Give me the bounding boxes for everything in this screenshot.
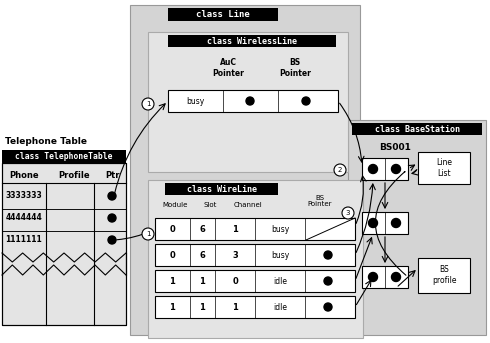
Circle shape (302, 97, 310, 105)
Text: class BaseStation: class BaseStation (374, 125, 460, 133)
Text: 1111111: 1111111 (5, 236, 42, 245)
Text: Phone: Phone (9, 170, 39, 179)
Text: 0: 0 (169, 250, 175, 260)
Circle shape (324, 251, 332, 259)
Bar (362, 266, 408, 288)
Text: 1: 1 (199, 276, 205, 285)
Text: AuC
Pointer: AuC Pointer (212, 58, 244, 78)
Circle shape (342, 207, 354, 219)
Text: Module: Module (162, 202, 188, 208)
Text: 4444444: 4444444 (5, 213, 42, 223)
Text: busy: busy (271, 225, 289, 234)
Bar (362, 158, 408, 180)
Circle shape (334, 164, 346, 176)
Text: Ptr: Ptr (105, 170, 119, 179)
Text: 0: 0 (232, 276, 238, 285)
Bar (2, 163, 126, 325)
Text: class WireLine: class WireLine (187, 185, 256, 193)
FancyArrowPatch shape (375, 172, 406, 275)
Bar (155, 244, 355, 266)
Circle shape (108, 236, 116, 244)
Bar (418, 152, 470, 184)
Circle shape (324, 277, 332, 285)
Bar (352, 123, 482, 135)
Bar (130, 5, 360, 335)
Circle shape (392, 165, 400, 174)
Circle shape (392, 218, 400, 227)
Text: 3: 3 (346, 210, 350, 216)
Text: 3333333: 3333333 (5, 191, 42, 201)
Text: BS
Pointer: BS Pointer (279, 58, 311, 78)
Circle shape (142, 228, 154, 240)
Circle shape (368, 272, 377, 282)
Text: Line
List: Line List (436, 158, 452, 178)
Bar (148, 32, 348, 172)
Text: idle: idle (273, 303, 287, 311)
Bar (2, 163, 126, 325)
Text: BS
Pointer: BS Pointer (308, 194, 332, 208)
Text: 1: 1 (199, 303, 205, 311)
Text: class TelephoneTable: class TelephoneTable (15, 152, 113, 161)
Circle shape (324, 303, 332, 311)
Circle shape (392, 272, 400, 282)
Bar (362, 212, 408, 234)
Bar (148, 180, 363, 338)
Text: 2: 2 (338, 167, 342, 173)
Bar (155, 270, 355, 292)
Bar (155, 296, 355, 318)
Circle shape (246, 97, 254, 105)
Text: 3: 3 (232, 250, 238, 260)
Circle shape (368, 218, 377, 227)
Text: busy: busy (271, 250, 289, 260)
Text: 1: 1 (169, 303, 175, 311)
Circle shape (108, 214, 116, 222)
Text: 6: 6 (199, 250, 205, 260)
Text: 1: 1 (146, 101, 150, 107)
Text: busy: busy (186, 96, 204, 106)
Text: 1: 1 (232, 225, 238, 234)
Text: 0: 0 (169, 225, 175, 234)
Circle shape (368, 165, 377, 174)
Circle shape (142, 98, 154, 110)
Text: BS001: BS001 (379, 143, 411, 153)
Text: 1: 1 (169, 276, 175, 285)
Bar (155, 218, 355, 240)
Text: Channel: Channel (234, 202, 262, 208)
Text: 1: 1 (146, 231, 150, 237)
Text: Profile: Profile (58, 170, 90, 179)
Bar (2, 150, 126, 163)
Text: BS
profile: BS profile (432, 265, 456, 285)
Bar (168, 90, 338, 112)
Bar (168, 8, 278, 21)
Text: idle: idle (273, 276, 287, 285)
Text: 1: 1 (232, 303, 238, 311)
Circle shape (108, 192, 116, 200)
Bar (418, 258, 470, 293)
Bar (168, 35, 336, 47)
Bar (165, 183, 278, 195)
Text: class Line: class Line (196, 10, 250, 19)
Bar (348, 120, 486, 335)
Text: 6: 6 (199, 225, 205, 234)
Text: Slot: Slot (203, 202, 217, 208)
Text: class WirelessLine: class WirelessLine (207, 36, 297, 46)
Text: Telephone Table: Telephone Table (5, 138, 87, 146)
